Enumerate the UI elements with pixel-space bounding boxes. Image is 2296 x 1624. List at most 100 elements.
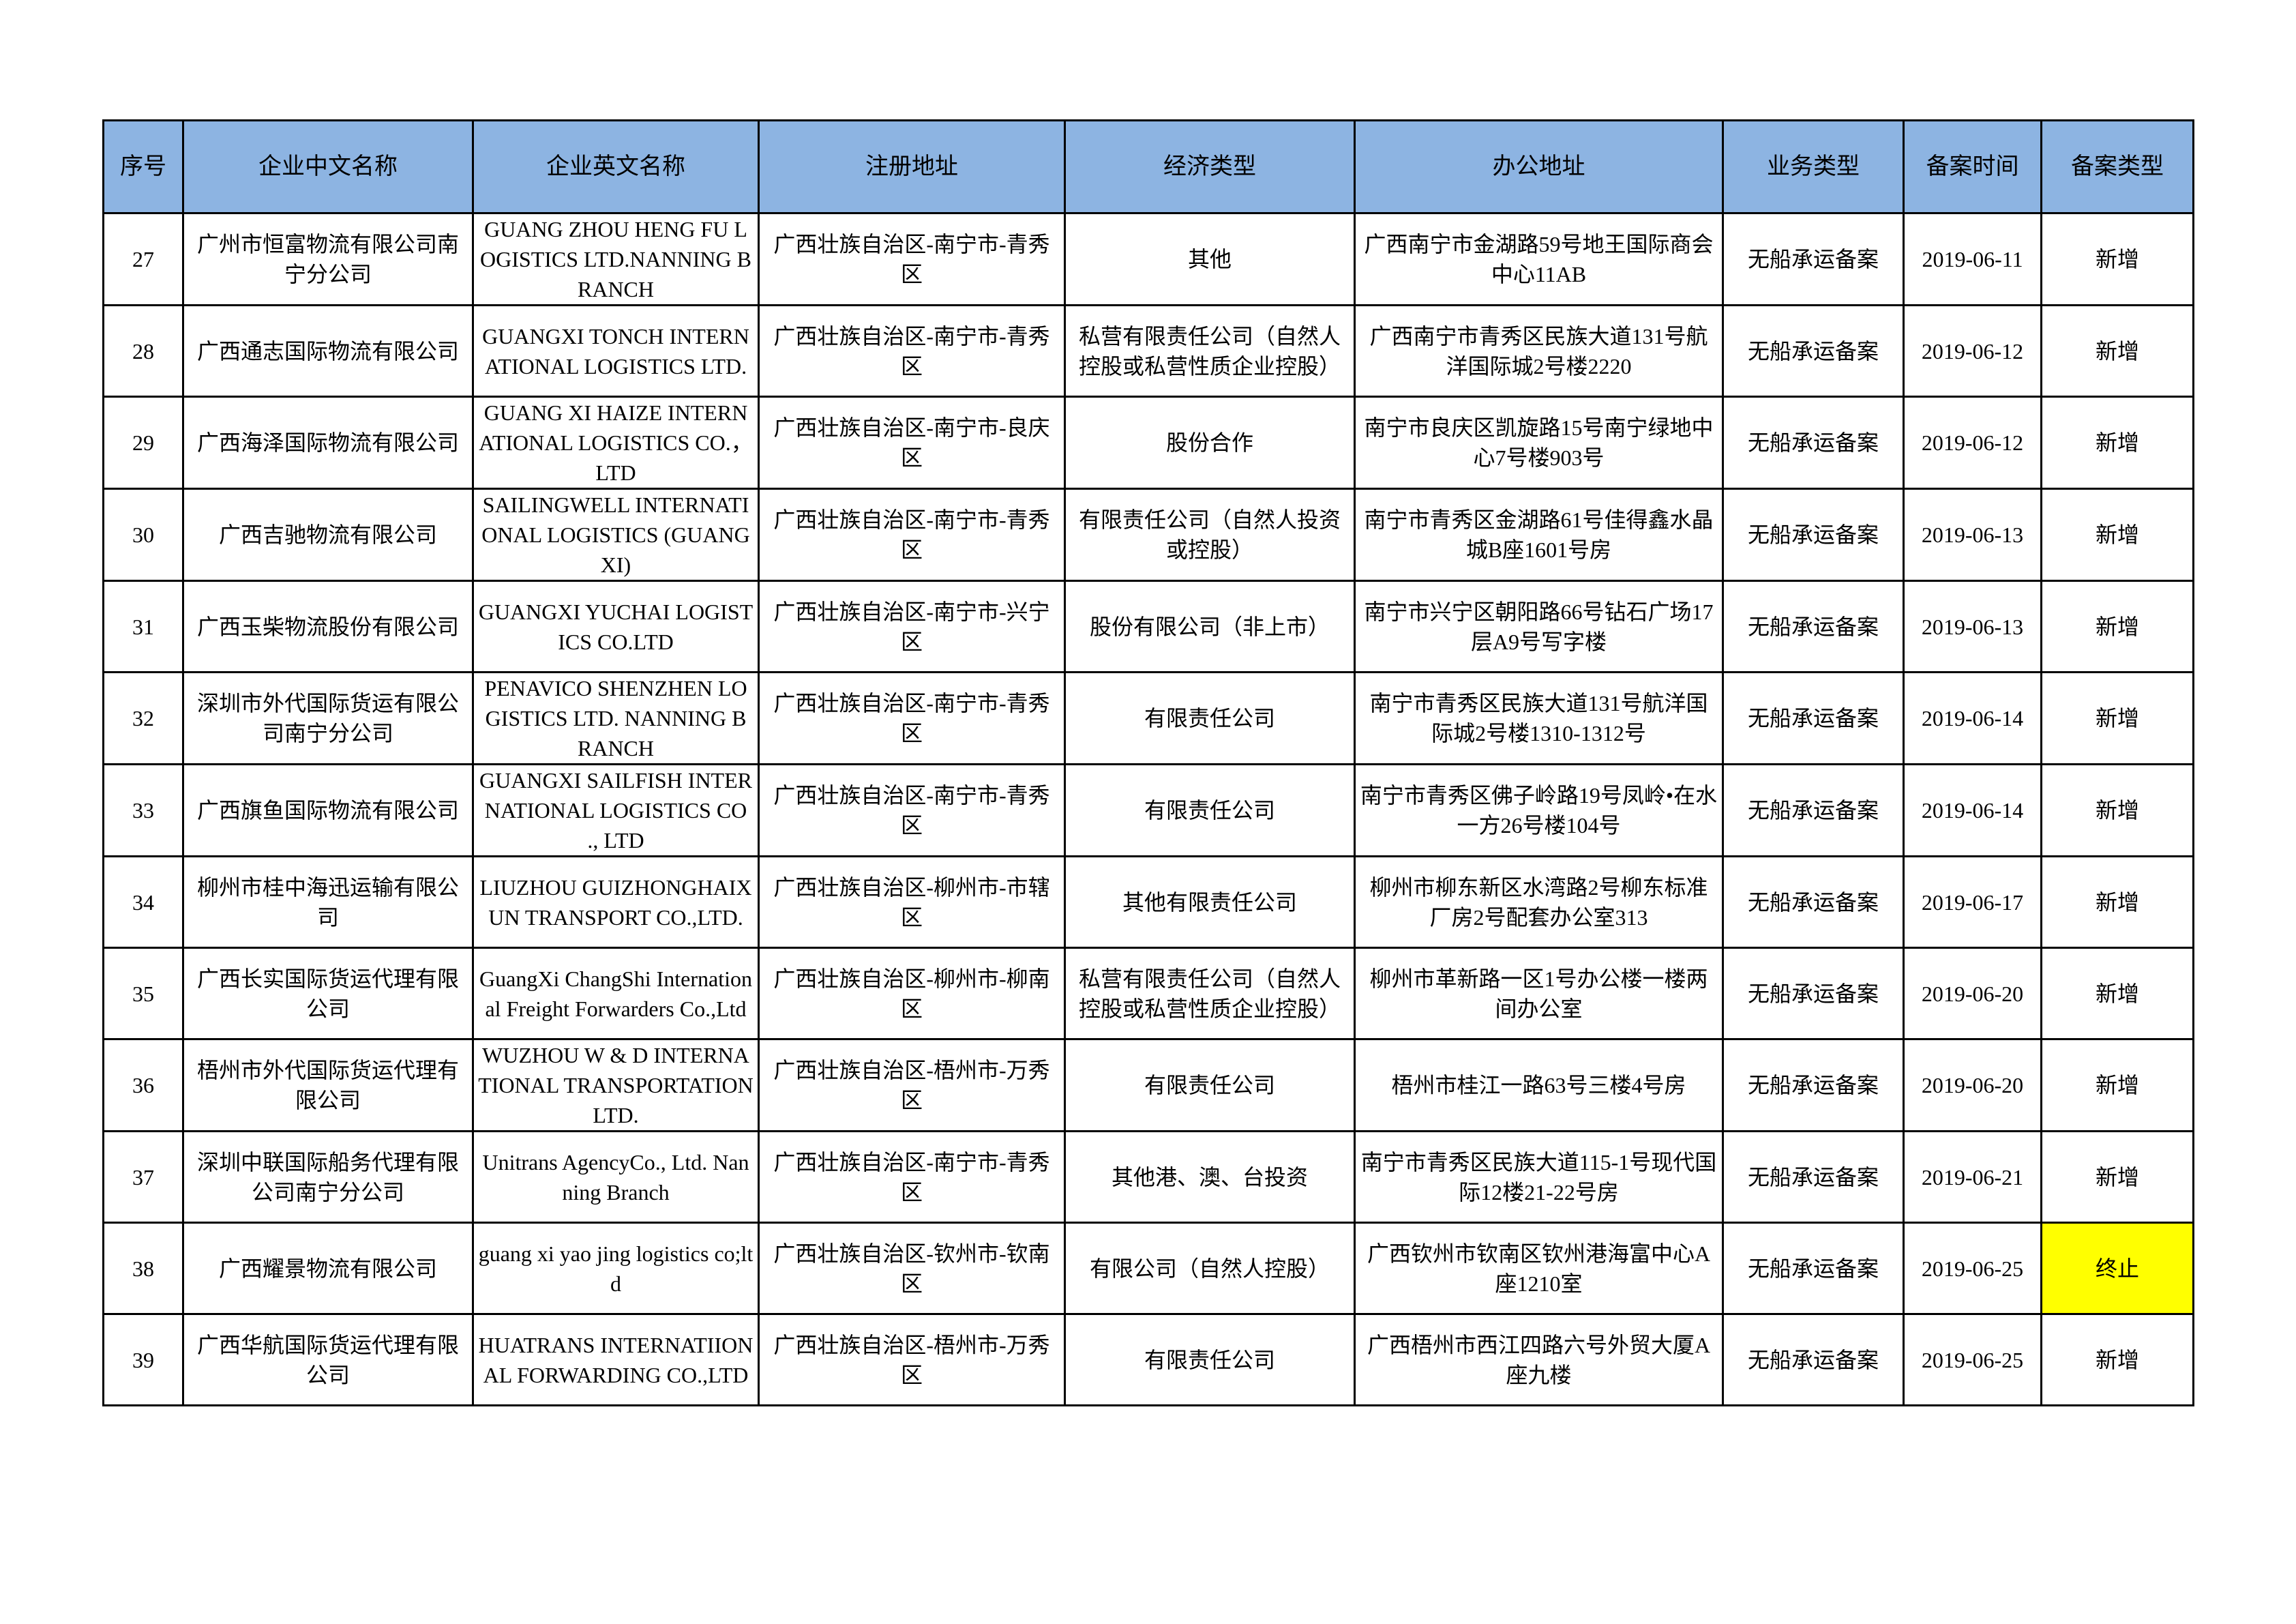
cell-biz-type: 无船承运备案	[1722, 1222, 1905, 1315]
cell-date: 2019-06-20	[1903, 1038, 2042, 1132]
cell-no: 30	[102, 488, 184, 582]
cell-office-address: 梧州市桂江一路63号三楼4号房	[1354, 1038, 1724, 1132]
filing-table: 序号 企业中文名称 企业英文名称 注册地址 经济类型 办公地址 业务类型 备案时间 备案类型 2…	[102, 119, 2194, 1406]
cell-office-address: 广西南宁市金湖路59号地王国际商会中心11AB	[1354, 212, 1724, 306]
cell-econ-type: 股份有限公司（非上市）	[1064, 580, 1356, 673]
cell-no: 38	[102, 1222, 184, 1315]
cell-en-name: PENAVICO SHENZHEN LOGISTICS LTD. NANNING…	[472, 671, 760, 765]
cell-filing-type: 新增	[2040, 947, 2194, 1040]
cell-no: 34	[102, 855, 184, 949]
cell-filing-type: 新增	[2040, 396, 2194, 490]
table-row: 29 广西海泽国际物流有限公司 GUANG XI HAIZE INTERNATION…	[102, 396, 2194, 490]
cell-reg-address: 广西壮族自治区-梧州市-万秀区	[758, 1313, 1066, 1406]
cell-reg-address: 广西壮族自治区-柳州市-市辖区	[758, 855, 1066, 949]
cell-filing-type: 终止	[2040, 1222, 2194, 1315]
cell-cn-name: 广西玉柴物流股份有限公司	[182, 580, 474, 673]
table-row: 37 深圳中联国际船务代理有限公司南宁分公司 Unitrans AgencyCo.,…	[102, 1130, 2194, 1224]
cell-office-address: 南宁市兴宁区朝阳路66号钻石广场17层A9号写字楼	[1354, 580, 1724, 673]
cell-econ-type: 有限责任公司	[1064, 1038, 1356, 1132]
cell-en-name: GUANGXI SAILFISH INTERNATIONAL LOGISTICS…	[472, 763, 760, 857]
cell-cn-name: 广西华航国际货运代理有限公司	[182, 1313, 474, 1406]
cell-en-name: LIUZHOU GUIZHONGHAIXUN TRANSPORT CO.,LTD…	[472, 855, 760, 949]
cell-filing-type: 新增	[2040, 855, 2194, 949]
cell-en-name: GuangXi ChangShi International Freight F…	[472, 947, 760, 1040]
cell-cn-name: 柳州市桂中海迅运输有限公司	[182, 855, 474, 949]
cell-econ-type: 有限公司（自然人控股）	[1064, 1222, 1356, 1315]
cell-no: 28	[102, 304, 184, 398]
cell-filing-type: 新增	[2040, 1130, 2194, 1224]
header-col-date: 备案时间	[1903, 119, 2042, 214]
cell-date: 2019-06-25	[1903, 1313, 2042, 1406]
table-row: 39 广西华航国际货运代理有限公司 HUATRANS INTERNATIIONAL …	[102, 1313, 2194, 1406]
cell-biz-type: 无船承运备案	[1722, 1038, 1905, 1132]
header-col-biz-type: 业务类型	[1722, 119, 1905, 214]
table-row: 34 柳州市桂中海迅运输有限公司 LIUZHOU GUIZHONGHAIXUN TR…	[102, 855, 2194, 949]
cell-cn-name: 广西旗鱼国际物流有限公司	[182, 763, 474, 857]
cell-date: 2019-06-20	[1903, 947, 2042, 1040]
cell-biz-type: 无船承运备案	[1722, 671, 1905, 765]
cell-cn-name: 深圳中联国际船务代理有限公司南宁分公司	[182, 1130, 474, 1224]
cell-cn-name: 广西海泽国际物流有限公司	[182, 396, 474, 490]
cell-no: 31	[102, 580, 184, 673]
cell-no: 39	[102, 1313, 184, 1406]
cell-reg-address: 广西壮族自治区-南宁市-青秀区	[758, 763, 1066, 857]
cell-biz-type: 无船承运备案	[1722, 1130, 1905, 1224]
cell-cn-name: 广西耀景物流有限公司	[182, 1222, 474, 1315]
cell-office-address: 广西钦州市钦南区钦州港海富中心A座1210室	[1354, 1222, 1724, 1315]
cell-econ-type: 有限责任公司	[1064, 763, 1356, 857]
cell-reg-address: 广西壮族自治区-南宁市-青秀区	[758, 1130, 1066, 1224]
cell-filing-type: 新增	[2040, 212, 2194, 306]
cell-office-address: 柳州市柳东新区水湾路2号柳东标准厂房2号配套办公室313	[1354, 855, 1724, 949]
cell-filing-type: 新增	[2040, 304, 2194, 398]
table-row: 38 广西耀景物流有限公司 guang xi yao jing logistics …	[102, 1222, 2194, 1315]
cell-biz-type: 无船承运备案	[1722, 855, 1905, 949]
cell-reg-address: 广西壮族自治区-南宁市-青秀区	[758, 212, 1066, 306]
cell-date: 2019-06-13	[1903, 580, 2042, 673]
cell-filing-type: 新增	[2040, 763, 2194, 857]
cell-en-name: GUANGXI TONCH INTERNATIONAL LOGISTICS LT…	[472, 304, 760, 398]
cell-no: 33	[102, 763, 184, 857]
cell-econ-type: 有限责任公司（自然人投资或控股）	[1064, 488, 1356, 582]
header-col-en-name: 企业英文名称	[472, 119, 760, 214]
cell-reg-address: 广西壮族自治区-柳州市-柳南区	[758, 947, 1066, 1040]
cell-date: 2019-06-25	[1903, 1222, 2042, 1315]
header-col-reg-address: 注册地址	[758, 119, 1066, 214]
cell-en-name: GUANG ZHOU HENG FU LOGISTICS LTD.NANNING…	[472, 212, 760, 306]
cell-biz-type: 无船承运备案	[1722, 947, 1905, 1040]
cell-cn-name: 梧州市外代国际货运代理有限公司	[182, 1038, 474, 1132]
cell-biz-type: 无船承运备案	[1722, 396, 1905, 490]
cell-biz-type: 无船承运备案	[1722, 580, 1905, 673]
table-row: 36 梧州市外代国际货运代理有限公司 WUZHOU W & D INTERNATIO…	[102, 1038, 2194, 1132]
table-row: 31 广西玉柴物流股份有限公司 GUANGXI YUCHAI LOGISTICS C…	[102, 580, 2194, 673]
cell-reg-address: 广西壮族自治区-南宁市-兴宁区	[758, 580, 1066, 673]
cell-date: 2019-06-21	[1903, 1130, 2042, 1224]
cell-no: 32	[102, 671, 184, 765]
cell-no: 27	[102, 212, 184, 306]
cell-en-name: guang xi yao jing logistics co;ltd	[472, 1222, 760, 1315]
cell-biz-type: 无船承运备案	[1722, 304, 1905, 398]
cell-en-name: SAILINGWELL INTERNATIONAL LOGISTICS (GUA…	[472, 488, 760, 582]
cell-no: 29	[102, 396, 184, 490]
cell-filing-type: 新增	[2040, 580, 2194, 673]
cell-date: 2019-06-12	[1903, 304, 2042, 398]
header-col-office-address: 办公地址	[1354, 119, 1724, 214]
cell-econ-type: 有限责任公司	[1064, 671, 1356, 765]
cell-filing-type: 新增	[2040, 671, 2194, 765]
cell-econ-type: 有限责任公司	[1064, 1313, 1356, 1406]
cell-biz-type: 无船承运备案	[1722, 488, 1905, 582]
cell-date: 2019-06-14	[1903, 763, 2042, 857]
header-col-cn-name: 企业中文名称	[182, 119, 474, 214]
cell-filing-type: 新增	[2040, 1313, 2194, 1406]
cell-office-address: 南宁市良庆区凯旋路15号南宁绿地中心7号楼903号	[1354, 396, 1724, 490]
cell-date: 2019-06-17	[1903, 855, 2042, 949]
cell-date: 2019-06-14	[1903, 671, 2042, 765]
cell-en-name: GUANG XI HAIZE INTERNATIONAL LOGISTICS C…	[472, 396, 760, 490]
cell-cn-name: 广西长实国际货运代理有限公司	[182, 947, 474, 1040]
cell-en-name: Unitrans AgencyCo., Ltd. Nanning Branch	[472, 1130, 760, 1224]
cell-reg-address: 广西壮族自治区-南宁市-青秀区	[758, 488, 1066, 582]
cell-biz-type: 无船承运备案	[1722, 212, 1905, 306]
header-col-filing-type: 备案类型	[2040, 119, 2194, 214]
cell-filing-type: 新增	[2040, 488, 2194, 582]
cell-en-name: HUATRANS INTERNATIIONAL FORWARDING CO.,L…	[472, 1313, 760, 1406]
cell-en-name: GUANGXI YUCHAI LOGISTICS CO.LTD	[472, 580, 760, 673]
